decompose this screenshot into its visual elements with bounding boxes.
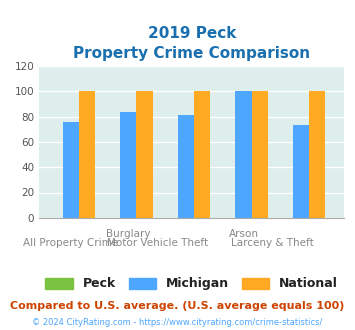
Bar bbox=[178, 115, 194, 218]
Text: Burglary: Burglary bbox=[106, 229, 151, 239]
Bar bbox=[136, 91, 153, 218]
Text: Larceny & Theft: Larceny & Theft bbox=[231, 238, 314, 248]
Bar bbox=[293, 125, 309, 218]
Text: © 2024 CityRating.com - https://www.cityrating.com/crime-statistics/: © 2024 CityRating.com - https://www.city… bbox=[32, 318, 323, 327]
Text: Motor Vehicle Theft: Motor Vehicle Theft bbox=[106, 238, 208, 248]
Text: All Property Crime: All Property Crime bbox=[23, 238, 118, 248]
Bar bbox=[120, 112, 136, 218]
Bar bbox=[63, 122, 79, 218]
Text: Arson: Arson bbox=[229, 229, 258, 239]
Legend: Peck, Michigan, National: Peck, Michigan, National bbox=[45, 278, 338, 290]
Bar bbox=[194, 91, 210, 218]
Bar bbox=[79, 91, 95, 218]
Text: Compared to U.S. average. (U.S. average equals 100): Compared to U.S. average. (U.S. average … bbox=[10, 301, 345, 311]
Bar bbox=[235, 91, 252, 218]
Bar bbox=[252, 91, 268, 218]
Title: 2019 Peck
Property Crime Comparison: 2019 Peck Property Crime Comparison bbox=[73, 26, 310, 61]
Bar bbox=[309, 91, 325, 218]
